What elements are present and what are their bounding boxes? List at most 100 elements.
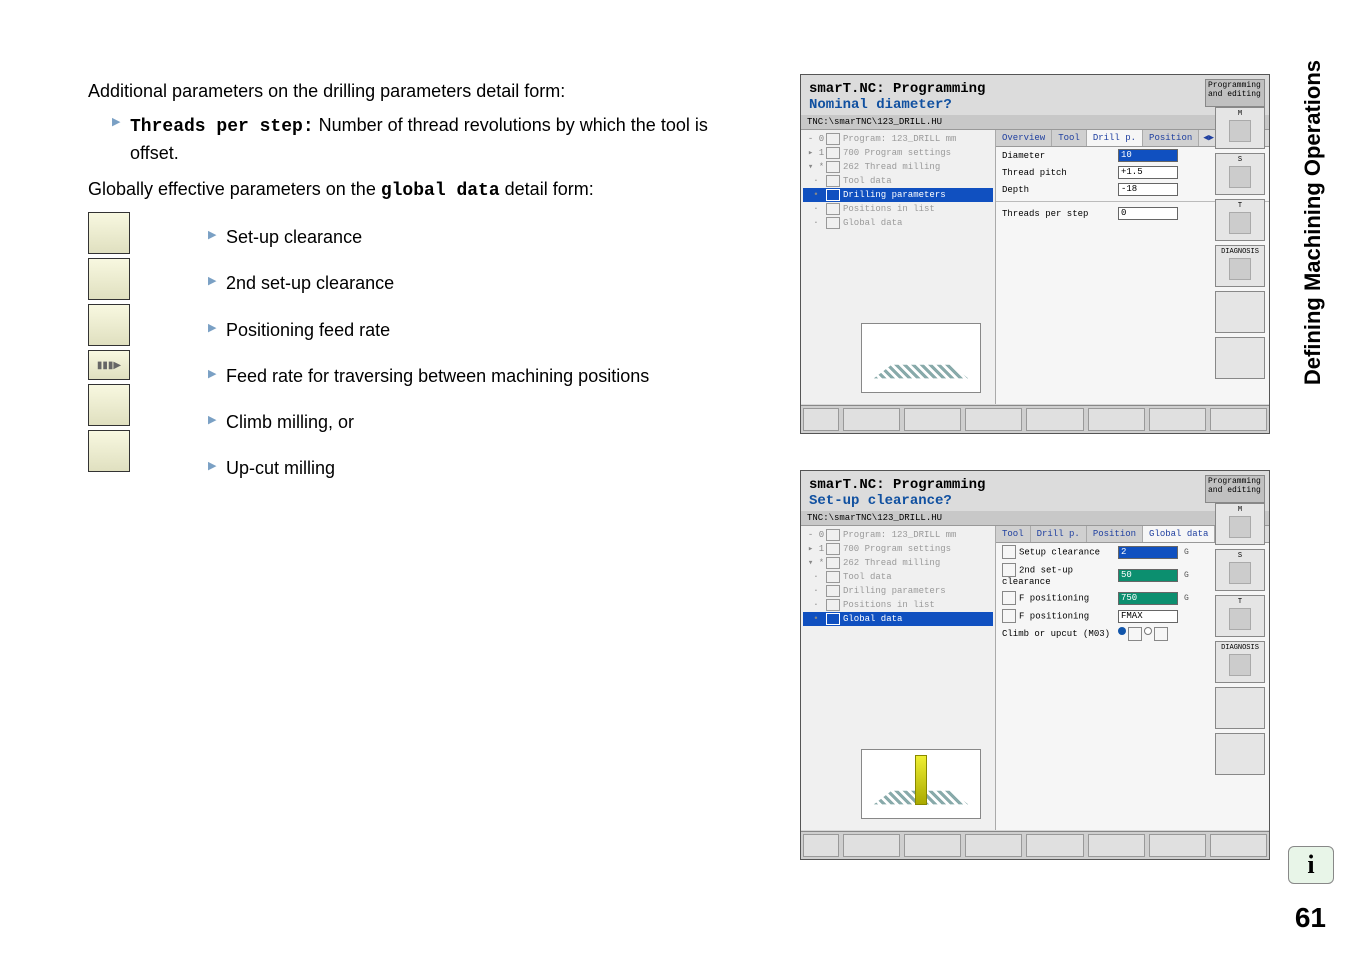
tab-tool[interactable]: Tool [996, 526, 1031, 542]
fpos2-input[interactable]: FMAX [1118, 610, 1178, 623]
shot1-preview [861, 323, 981, 393]
climb-upcut-radio[interactable] [1118, 627, 1168, 641]
tree-row: ·Global data [803, 216, 993, 230]
global-b: global data [381, 181, 500, 201]
intro-para: Additional parameters on the drilling pa… [88, 78, 728, 104]
shot2-mode: Programming and editing [1205, 475, 1265, 503]
diagnosis-button[interactable]: DIAGNOSIS [1215, 245, 1265, 287]
climb-milling-icon [88, 384, 130, 426]
softkey-0[interactable] [803, 408, 839, 431]
softkey-7[interactable] [1210, 834, 1267, 857]
second-setup-clearance-icon [88, 258, 130, 300]
s-button[interactable]: S [1215, 549, 1265, 591]
tree-row: ·Positions in list [803, 598, 993, 612]
threads-label: Threads per step: [130, 117, 314, 137]
bullet-6: Up-cut milling [208, 455, 728, 481]
tree-row: ▾ *262 Thread milling [803, 556, 993, 570]
blank-button-2[interactable] [1215, 733, 1265, 775]
global-c: detail form: [500, 179, 594, 199]
shot1-path: TNC:\smarTNC\123_DRILL.HU [801, 115, 1269, 130]
shot1-softkeys[interactable] [801, 405, 1269, 433]
tab-overview[interactable]: Overview [996, 130, 1052, 146]
softkey-2[interactable] [904, 408, 961, 431]
shot2-softkeys[interactable] [801, 831, 1269, 859]
tree-row: ·Positions in list [803, 202, 993, 216]
info-icon: i [1288, 846, 1334, 884]
softkey-6[interactable] [1149, 834, 1206, 857]
softkey-3[interactable] [965, 834, 1022, 857]
radio-upcut-icon[interactable] [1144, 627, 1152, 635]
m-button[interactable]: M [1215, 107, 1265, 149]
icon-stack: ▮▮▮▶ [88, 212, 130, 476]
left-column: Additional parameters on the drilling pa… [88, 78, 728, 501]
screenshot-2: smarT.NC: Programming Set-up clearance? … [800, 470, 1270, 860]
global-a: Globally effective parameters on the [88, 179, 381, 199]
tree-row: - 0Program: 123_DRILL mm [803, 528, 993, 542]
softkey-1[interactable] [843, 408, 900, 431]
positioning-feed-icon [88, 304, 130, 346]
traverse-feed-icon: ▮▮▮▶ [88, 350, 130, 380]
shot1-title: smarT.NC: Programming [809, 81, 1261, 97]
page-number: 61 [1295, 902, 1326, 934]
threads-input[interactable]: 0 [1118, 207, 1178, 220]
softkey-4[interactable] [1026, 408, 1083, 431]
bullet-3: Positioning feed rate [208, 317, 728, 343]
shot1-mode: Programming and editing [1205, 79, 1265, 107]
tree-row: ▾ *262 Thread milling [803, 160, 993, 174]
blank-button-2[interactable] [1215, 337, 1265, 379]
softkey-2[interactable] [904, 834, 961, 857]
upcut-milling-icon [88, 430, 130, 472]
bullet-4: Feed rate for traversing between machini… [208, 363, 728, 389]
softkey-0[interactable] [803, 834, 839, 857]
s-button[interactable]: S [1215, 153, 1265, 195]
bullet-2: 2nd set-up clearance [208, 270, 728, 296]
threads-per-step-item: Threads per step: Number of thread revol… [112, 112, 728, 166]
second-setup-input[interactable]: 50 [1118, 569, 1178, 582]
depth-input[interactable]: -18 [1118, 183, 1178, 196]
diameter-input[interactable]: 10 [1118, 149, 1178, 162]
shot1-right-buttons: M S T DIAGNOSIS [1215, 107, 1265, 383]
tab-tool[interactable]: Tool [1052, 130, 1087, 146]
global-intro: Globally effective parameters on the glo… [88, 176, 728, 204]
blank-button-1[interactable] [1215, 687, 1265, 729]
pitch-input[interactable]: +1.5 [1118, 166, 1178, 179]
softkey-4[interactable] [1026, 834, 1083, 857]
m-button[interactable]: M [1215, 503, 1265, 545]
softkey-5[interactable] [1088, 834, 1145, 857]
tab-global-data[interactable]: Global data [1143, 526, 1215, 542]
section-title: Defining Machining Operations [1300, 60, 1326, 385]
tree-row: ▸ 1700 Program settings [803, 146, 993, 160]
shot1-header: smarT.NC: Programming Nominal diameter? [801, 75, 1269, 115]
bullet-5: Climb milling, or [208, 409, 728, 435]
softkey-3[interactable] [965, 408, 1022, 431]
bullet-list: Set-up clearance 2nd set-up clearance Po… [208, 224, 728, 481]
blank-button-1[interactable] [1215, 291, 1265, 333]
tree-row: - 0Program: 123_DRILL mm [803, 132, 993, 146]
softkey-1[interactable] [843, 834, 900, 857]
param-list: Threads per step: Number of thread revol… [112, 112, 728, 166]
bullet-1: Set-up clearance [208, 224, 728, 250]
fpos1-input[interactable]: 750 [1118, 592, 1178, 605]
climb-icon [1128, 627, 1142, 641]
tree-row-selected: •Drilling parameters [803, 188, 993, 202]
softkey-7[interactable] [1210, 408, 1267, 431]
tree-row: ▸ 1700 Program settings [803, 542, 993, 556]
tree-row-selected: •Global data [803, 612, 993, 626]
tab-drill-p[interactable]: Drill p. [1031, 526, 1087, 542]
tab-position[interactable]: Position [1143, 130, 1199, 146]
diagnosis-button[interactable]: DIAGNOSIS [1215, 641, 1265, 683]
tab-drill-p[interactable]: Drill p. [1087, 130, 1143, 146]
t-button[interactable]: T [1215, 595, 1265, 637]
tab-position[interactable]: Position [1087, 526, 1143, 542]
shot2-question: Set-up clearance? [809, 493, 1261, 509]
shot2-header: smarT.NC: Programming Set-up clearance? [801, 471, 1269, 511]
shot2-right-buttons: M S T DIAGNOSIS [1215, 503, 1265, 779]
radio-climb-icon[interactable] [1118, 627, 1126, 635]
shot2-title: smarT.NC: Programming [809, 477, 1261, 493]
softkey-6[interactable] [1149, 408, 1206, 431]
upcut-icon [1154, 627, 1168, 641]
setup-clearance-input[interactable]: 2 [1118, 546, 1178, 559]
t-button[interactable]: T [1215, 199, 1265, 241]
shot2-preview [861, 749, 981, 819]
softkey-5[interactable] [1088, 408, 1145, 431]
